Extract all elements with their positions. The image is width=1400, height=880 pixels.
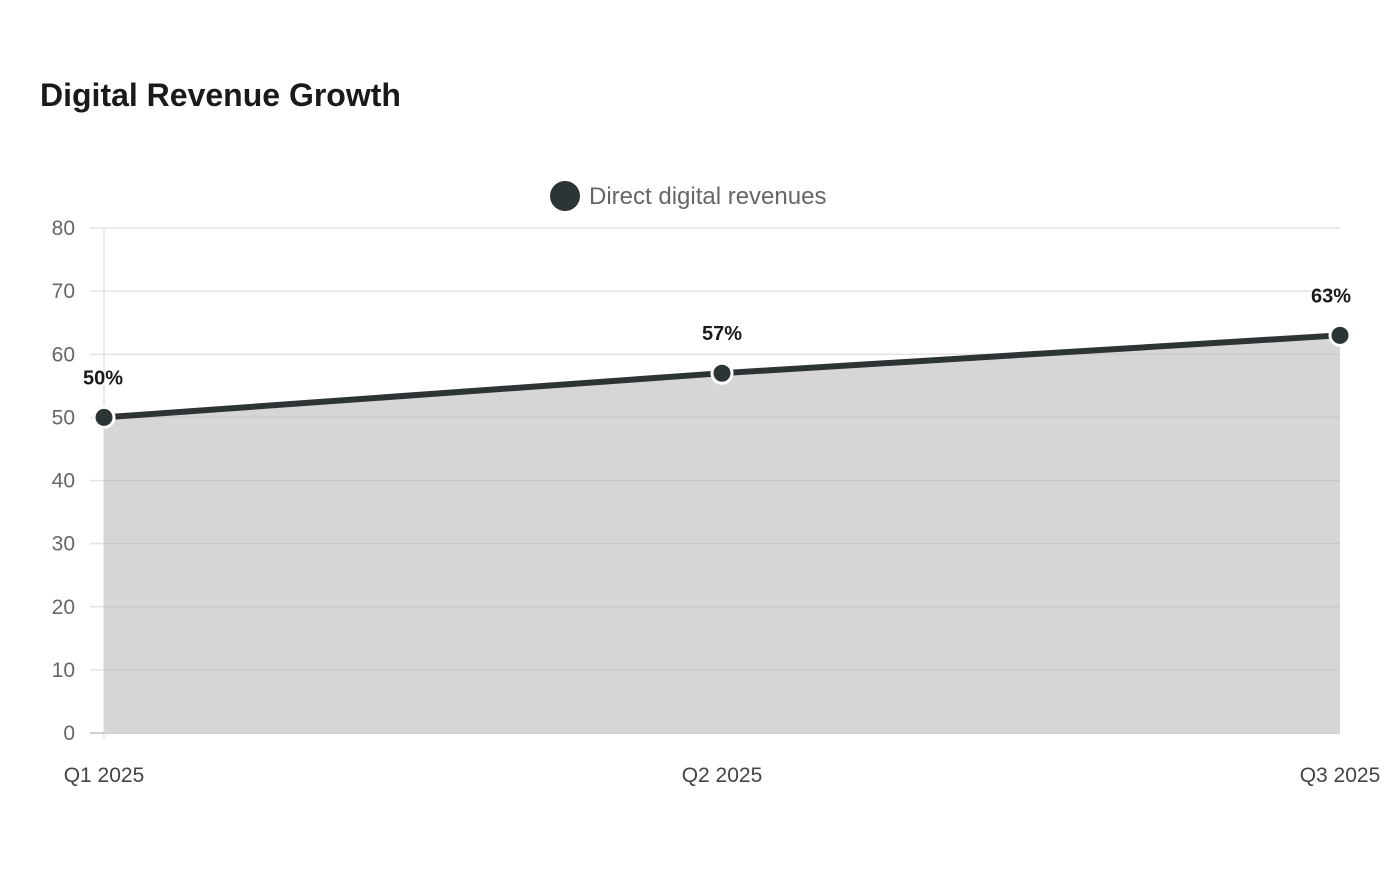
chart-title: Digital Revenue Growth — [40, 77, 401, 113]
data-point-2 — [1328, 323, 1352, 347]
legend: Direct digital revenues — [550, 181, 826, 211]
y-tick-label-80: 80 — [52, 217, 75, 240]
x-tick-label-0: Q1 2025 — [64, 764, 145, 787]
y-tick-label-0: 0 — [63, 722, 75, 745]
y-tick-label-20: 20 — [52, 596, 75, 619]
data-point-0 — [92, 405, 116, 429]
legend-marker — [550, 181, 580, 211]
y-tick-label-40: 40 — [52, 470, 75, 493]
y-tick-label-50: 50 — [52, 406, 75, 429]
x-tick-label-2: Q3 2025 — [1300, 764, 1381, 787]
y-tick-label-70: 70 — [52, 280, 75, 303]
data-points — [92, 323, 1352, 429]
data-point-1 — [710, 361, 734, 385]
y-tick-label-60: 60 — [52, 343, 75, 366]
tick-labels: 0 10 20 30 40 50 60 70 80 Q1 2025 Q2 2025 Q3 2025 — [52, 217, 1381, 787]
y-tick-label-10: 10 — [52, 659, 75, 682]
data-label-0: 50% — [83, 367, 123, 389]
area-fill — [104, 335, 1340, 733]
area-layer — [104, 335, 1340, 733]
y-tick-label-30: 30 — [52, 533, 75, 556]
data-label-2: 63% — [1311, 285, 1351, 307]
legend-label: Direct digital revenues — [589, 183, 826, 210]
x-tick-label-1: Q2 2025 — [682, 764, 763, 787]
data-label-1: 57% — [702, 323, 742, 345]
data-labels: 50% 57% 63% — [83, 285, 1351, 389]
